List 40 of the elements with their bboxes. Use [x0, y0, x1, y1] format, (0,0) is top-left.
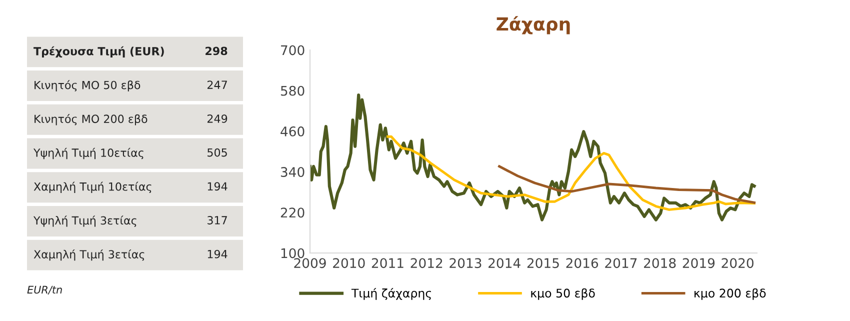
- line-series: [310, 93, 756, 222]
- text: EUR/tn: [27, 286, 62, 294]
- legend-label: Τιμή ζάχαρης: [351, 288, 431, 300]
- category-label: Τρέχουσα Τιμή (EUR): [34, 46, 164, 58]
- x-tick-label: 2020: [722, 258, 754, 268]
- category-label: Χαμηλή Τιμή 10ετίας: [34, 182, 152, 193]
- category-label: Υψηλή Τιμή 10ετίας: [33, 148, 144, 160]
- x-tick-label: 2014: [488, 258, 520, 268]
- x-tick-label: 2016: [566, 258, 598, 268]
- x-tick-label: 2011: [372, 258, 404, 268]
- x-tick-label: 2009: [294, 258, 326, 268]
- y-tick-label: 580: [280, 86, 304, 96]
- x-tick-label: 2017: [605, 258, 637, 268]
- data-label: 249: [207, 114, 228, 123]
- line-series: [386, 135, 756, 211]
- category-label: Υψηλή Τιμή 3ετίας: [33, 216, 136, 227]
- x-tick-label: 2010: [333, 258, 365, 268]
- y-tick-label: 700: [281, 45, 304, 56]
- data-label: 298: [206, 46, 228, 56]
- category-label: Χαμηλή Τιμή 3ετίας: [34, 249, 144, 261]
- data-label: 317: [208, 216, 227, 224]
- category-label: Κινητός ΜΟ 50 εβδ: [34, 80, 140, 92]
- y-tick-label: 100: [281, 248, 304, 258]
- y-tick-label: 460: [280, 126, 304, 136]
- x-tick-label: 2015: [527, 258, 559, 268]
- legend-label: κμο 200 εβδ: [694, 288, 766, 300]
- data-label: 247: [207, 80, 227, 89]
- y-tick-label: 340: [280, 167, 304, 177]
- x-tick-label: 2013: [450, 258, 482, 268]
- chart-title: Ζάχαρη: [496, 16, 570, 34]
- legend-label: κμο 50 εβδ: [531, 288, 595, 300]
- line-series: [498, 165, 756, 204]
- data-label: 194: [208, 182, 228, 191]
- x-tick-label: 2019: [682, 258, 715, 268]
- y-tick-label: 220: [280, 208, 304, 218]
- data-label: 194: [208, 250, 228, 258]
- x-tick-label: 2018: [644, 258, 676, 268]
- category-label: Κινητός ΜΟ 200 εβδ: [34, 114, 148, 126]
- data-label: 505: [208, 148, 227, 157]
- x-tick-label: 2012: [410, 258, 442, 268]
